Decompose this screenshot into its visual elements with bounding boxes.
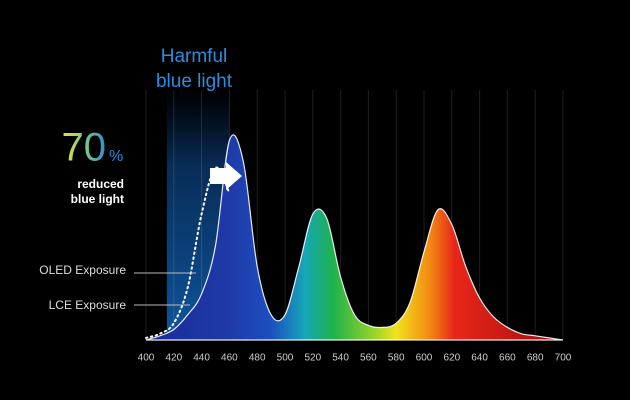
spectrum-area bbox=[145, 134, 564, 341]
subtitle: blue light bbox=[71, 192, 124, 206]
headline-unit: % bbox=[109, 148, 123, 165]
shift-arrow bbox=[210, 162, 242, 190]
dotted-line bbox=[145, 166, 231, 339]
x-tick-label: 560 bbox=[360, 353, 377, 364]
plot-area bbox=[145, 134, 564, 341]
legend-label: OLED Exposure bbox=[39, 263, 126, 277]
x-tick-label: 420 bbox=[165, 353, 182, 364]
title: blue light bbox=[156, 71, 233, 92]
x-tick-label: 700 bbox=[555, 353, 572, 364]
x-tick-label: 580 bbox=[388, 353, 405, 364]
x-tick-label: 640 bbox=[471, 353, 488, 364]
x-tick-label: 480 bbox=[249, 353, 266, 364]
x-tick-label: 400 bbox=[138, 353, 155, 364]
x-tick-label: 620 bbox=[443, 353, 460, 364]
x-tick-label: 440 bbox=[193, 353, 210, 364]
subtitle: reduced bbox=[77, 177, 124, 191]
title: Harmful bbox=[161, 46, 228, 67]
x-tick-label: 500 bbox=[277, 353, 294, 364]
legend-label: LCE Exposure bbox=[49, 298, 127, 312]
x-tick-label: 660 bbox=[499, 353, 516, 364]
x-tick-label: 680 bbox=[527, 353, 544, 364]
x-tick-label: 540 bbox=[332, 353, 349, 364]
x-tick-label: 600 bbox=[416, 353, 433, 364]
x-tick-label: 520 bbox=[304, 353, 321, 364]
headline-number: 70 bbox=[62, 126, 107, 170]
x-tick-label: 460 bbox=[221, 353, 238, 364]
